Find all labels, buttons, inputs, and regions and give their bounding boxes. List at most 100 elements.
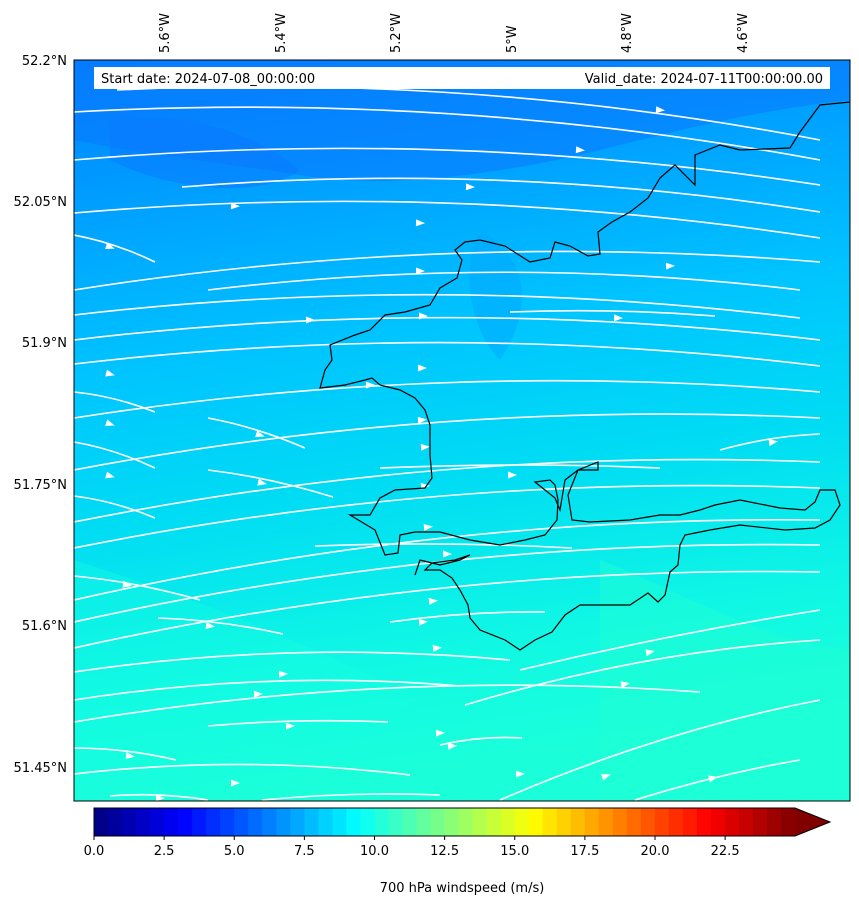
- streamline-arrow: [365, 381, 375, 389]
- streamline-arrow: [255, 430, 265, 438]
- streamline-arrow: [613, 314, 623, 322]
- streamline-arrow: [125, 752, 135, 760]
- colorbar-cell: [444, 808, 460, 836]
- colorbar-tick-label: 10.0: [360, 844, 389, 859]
- colorbar-cell: [290, 808, 305, 836]
- streamline: [74, 747, 177, 761]
- streamline: [74, 147, 821, 186]
- streamline: [74, 679, 461, 701]
- streamline: [389, 611, 546, 623]
- colorbar-cell: [402, 808, 418, 836]
- streamline-arrow: [257, 478, 267, 486]
- streamline: [519, 609, 821, 671]
- streamline-arrow: [105, 242, 115, 250]
- lon-tick-label: 5.4°W: [274, 13, 289, 53]
- streamline: [74, 316, 821, 341]
- colorbar-cell: [458, 808, 474, 836]
- streamline: [74, 413, 821, 471]
- colorbar-cell: [248, 808, 263, 836]
- streamline: [74, 484, 821, 549]
- colorbar-cell: [360, 808, 375, 836]
- colorbar-cell: [150, 808, 165, 836]
- colorbar-tick-label: 17.5: [570, 844, 599, 859]
- colorbar-cell: [724, 808, 740, 836]
- streamline: [74, 684, 701, 723]
- colorbar-cell: [416, 808, 432, 836]
- streamline-arrow: [665, 262, 675, 270]
- colorbar-cell: [542, 808, 558, 836]
- colorbar-tick-label: 2.5: [154, 844, 175, 859]
- streamline-arrow: [447, 742, 457, 750]
- streamline: [314, 543, 573, 549]
- streamline-arrow: [515, 770, 525, 778]
- coastline: [319, 101, 850, 651]
- colorbar-cell: [752, 808, 768, 836]
- colorbar-tick-label: 22.5: [711, 844, 740, 859]
- streamline-arrow: [253, 690, 263, 698]
- colorbar-cell: [192, 808, 207, 836]
- streamline: [74, 234, 156, 263]
- streamline-arrow: [432, 644, 442, 652]
- streamline-arrow: [105, 471, 115, 479]
- lat-tick-label: 51.9°N: [22, 336, 67, 351]
- lon-tick-label: 5.6°W: [158, 13, 173, 53]
- map-frame: [73, 59, 851, 802]
- colorbar-cell: [766, 808, 782, 836]
- colorbar-cell: [654, 808, 670, 836]
- streamline-arrow: [655, 106, 665, 114]
- colorbar-cell: [514, 808, 530, 836]
- streamline-arrow: [465, 183, 475, 191]
- colorbar-extend-arrow: [795, 808, 830, 836]
- streamline-arrow: [105, 419, 115, 427]
- colorbar-cell: [108, 808, 123, 836]
- valid-date-label: Valid_date: 2024-07-11T00:00:00.00: [585, 72, 823, 87]
- streamline: [74, 570, 821, 649]
- colorbar-tick-label: 0.0: [84, 844, 105, 859]
- colorbar-cell: [206, 808, 221, 836]
- colorbar-cell: [220, 808, 235, 836]
- colorbar-cell: [710, 808, 726, 836]
- colorbar-cell: [598, 808, 614, 836]
- lat-tick-label: 51.45°N: [14, 761, 67, 776]
- streamline: [74, 106, 821, 161]
- colorbar-cell: [626, 808, 642, 836]
- colorbar-cell: [738, 808, 754, 836]
- colorbar-tick-label: 12.5: [430, 844, 459, 859]
- streamline: [207, 271, 801, 291]
- streamline: [74, 458, 821, 523]
- streamline: [74, 293, 801, 319]
- streamline: [719, 433, 821, 451]
- colorbar-cell: [136, 808, 151, 836]
- streamline-arrow: [420, 443, 430, 451]
- streamline-arrow: [417, 364, 427, 372]
- lon-tick-label: 5°W: [505, 25, 520, 53]
- streamline: [261, 793, 441, 801]
- lon-tick-label: 4.8°W: [620, 13, 635, 53]
- colorbar-cell: [696, 808, 712, 836]
- streamline-arrow: [419, 312, 428, 320]
- streamline-arrow: [508, 471, 517, 479]
- streamline: [74, 518, 821, 601]
- lon-tick-label: 5.2°W: [389, 13, 404, 53]
- lat-tick-label: 52.05°N: [14, 195, 67, 210]
- streamline-arrow: [205, 622, 215, 629]
- streamline-arrow: [768, 439, 778, 447]
- streamline: [207, 417, 306, 449]
- streamline-arrow: [708, 775, 718, 783]
- date-banner: [94, 67, 830, 89]
- colorbar-tick-label: 7.5: [294, 844, 315, 859]
- streamline: [74, 391, 156, 413]
- streamline-arrow: [278, 670, 288, 678]
- colorbar-cell: [388, 808, 404, 836]
- colorbar-cell: [430, 808, 446, 836]
- windspeed-field: [74, 60, 850, 801]
- start-date-label: Start date: 2024-07-08_00:00:00: [101, 72, 315, 87]
- colorbar-cell: [374, 808, 390, 836]
- colorbar-cell: [640, 808, 656, 836]
- lat-tick-label: 51.75°N: [14, 478, 67, 493]
- streamline: [74, 250, 821, 291]
- colorbar-cell: [262, 808, 277, 836]
- colorbar-cell: [486, 808, 502, 836]
- colorbar-cell: [94, 808, 109, 836]
